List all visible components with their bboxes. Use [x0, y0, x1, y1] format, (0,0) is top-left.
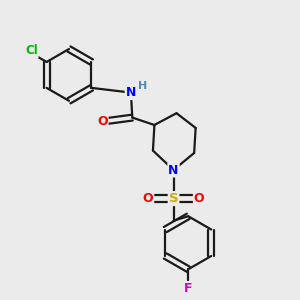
Text: N: N — [126, 86, 136, 99]
Text: F: F — [184, 282, 193, 295]
Text: N: N — [168, 164, 179, 176]
Text: H: H — [138, 81, 147, 91]
Text: O: O — [97, 115, 108, 128]
Text: O: O — [142, 192, 153, 205]
Text: O: O — [194, 192, 205, 205]
Text: Cl: Cl — [25, 44, 38, 57]
Text: S: S — [169, 192, 178, 205]
